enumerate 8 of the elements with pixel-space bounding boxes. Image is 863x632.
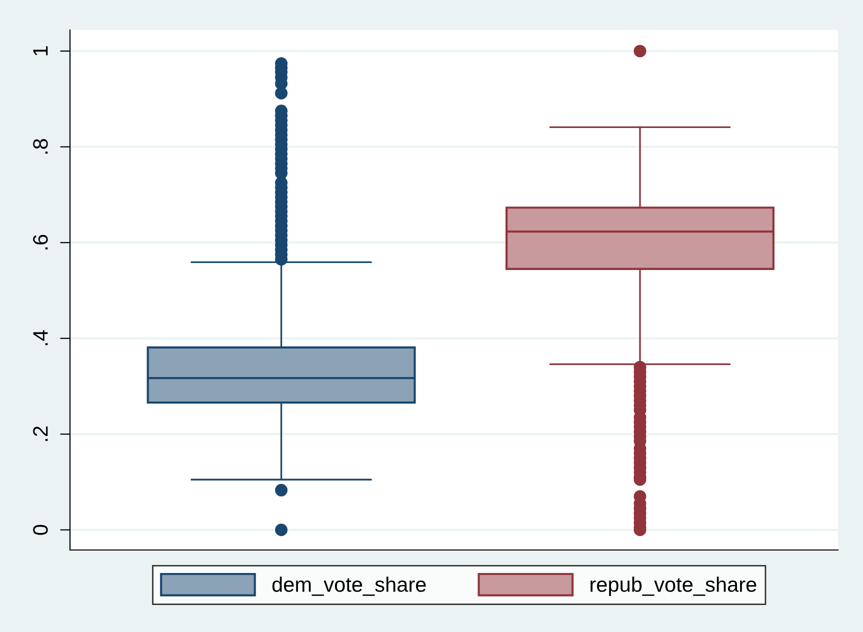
y-tick-label: .8 — [33, 139, 48, 154]
legend-label: repub_vote_share — [590, 576, 756, 596]
legend-label: dem_vote_share — [272, 576, 426, 596]
y-tick-label: .4 — [33, 330, 48, 346]
y-tick-label: 1 — [33, 46, 48, 56]
y-tick-label: 0 — [33, 524, 48, 535]
y-tick-label: .2 — [33, 426, 48, 441]
y-tick-label: .6 — [33, 234, 48, 250]
